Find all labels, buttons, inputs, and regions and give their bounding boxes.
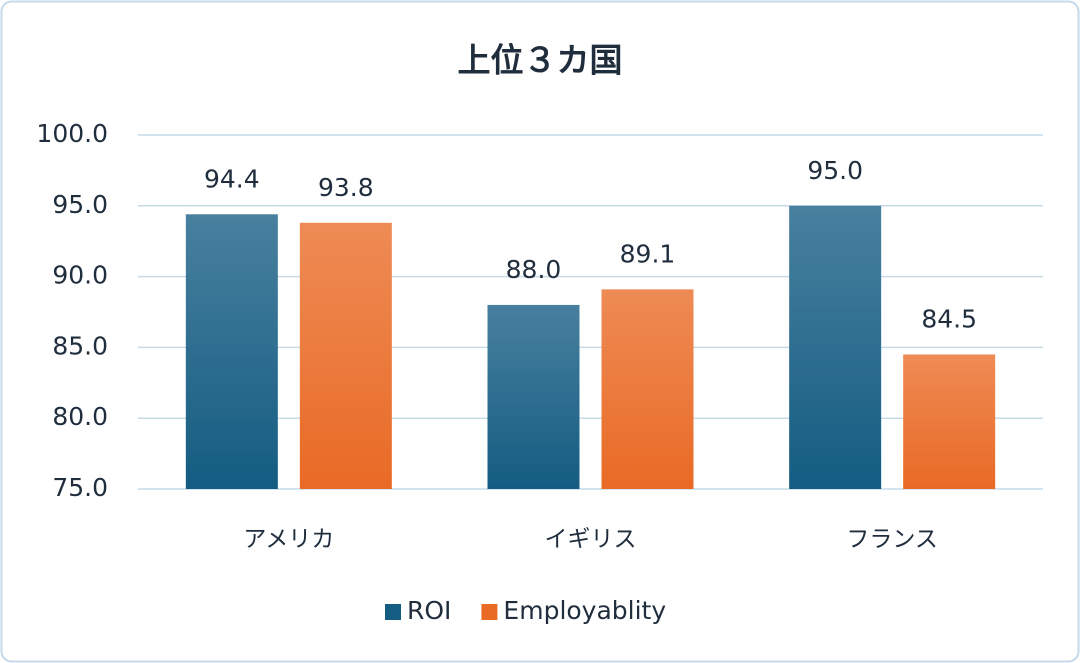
bar [903, 354, 996, 489]
x-tick-label: アメリカ [243, 527, 334, 553]
legend-swatch [385, 604, 401, 620]
data-label: 94.4 [204, 164, 260, 193]
bar [789, 205, 882, 490]
data-label: 93.8 [318, 173, 374, 202]
data-label: 88.0 [506, 255, 562, 284]
legend-label: Employablity [503, 596, 666, 625]
x-tick-label: イギリス [545, 527, 637, 553]
y-tick-label: 95.0 [52, 190, 108, 219]
bar [601, 289, 694, 489]
data-label: 84.5 [921, 304, 977, 333]
y-tick-label: 100.0 [36, 119, 108, 148]
legend-swatch [481, 604, 498, 620]
legend-label: ROI [407, 596, 451, 625]
y-tick-label: 75.0 [52, 473, 108, 502]
y-tick-label: 80.0 [52, 402, 108, 431]
x-tick-label: フランス [846, 527, 938, 553]
data-label: 89.1 [620, 239, 676, 268]
y-tick-label: 90.0 [52, 261, 108, 290]
chart-title: 上位３カ国 [458, 41, 623, 80]
y-tick-label: 85.0 [52, 331, 108, 360]
bar [185, 214, 278, 489]
bar [299, 222, 392, 490]
bar [487, 304, 580, 489]
data-label: 95.0 [807, 156, 863, 185]
